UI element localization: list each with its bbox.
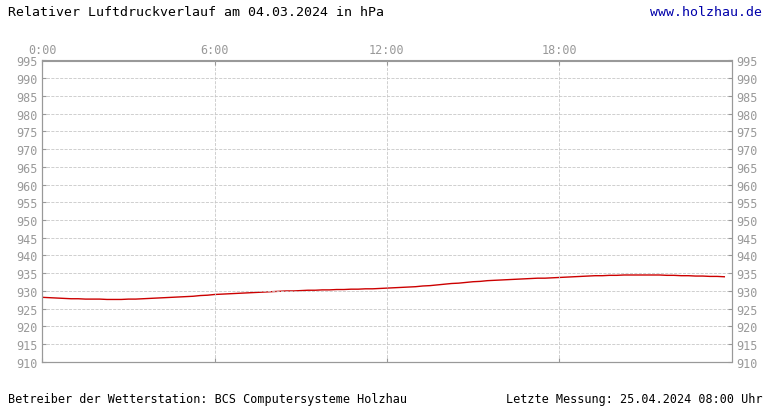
Text: www.holzhau.de: www.holzhau.de: [651, 6, 762, 19]
Text: Letzte Messung: 25.04.2024 08:00 Uhr: Letzte Messung: 25.04.2024 08:00 Uhr: [506, 392, 762, 405]
Text: Relativer Luftdruckverlauf am 04.03.2024 in hPa: Relativer Luftdruckverlauf am 04.03.2024…: [8, 6, 383, 19]
Text: Betreiber der Wetterstation: BCS Computersysteme Holzhau: Betreiber der Wetterstation: BCS Compute…: [8, 392, 407, 405]
